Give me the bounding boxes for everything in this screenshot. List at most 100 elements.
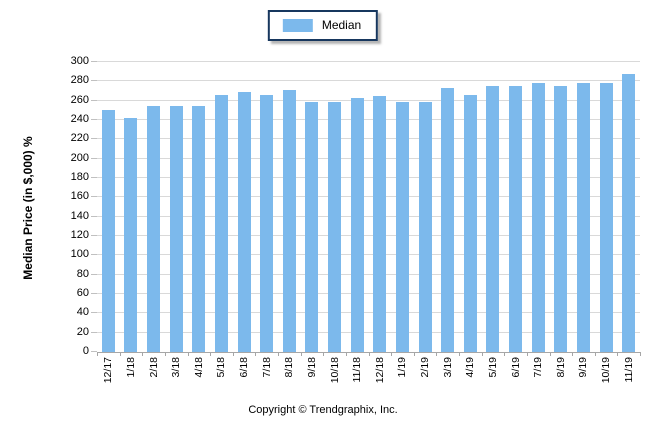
x-tick-mark: [345, 352, 347, 356]
gridline: [97, 293, 640, 294]
gridline: [97, 196, 640, 198]
x-tick-mark: [164, 352, 166, 356]
bar: [192, 105, 206, 352]
x-axis-label: 5/19: [486, 357, 499, 378]
y-tick-mark: [91, 99, 97, 101]
y-tick-mark: [91, 331, 97, 333]
y-tick-mark: [91, 273, 97, 275]
y-tick-mark: [91, 351, 97, 352]
x-tick-mark: [278, 352, 279, 356]
y-tick-label: 220: [70, 132, 89, 145]
x-tick-mark: [617, 352, 619, 356]
x-axis-label: 12/18: [373, 357, 386, 384]
y-tick-mark: [91, 196, 97, 198]
x-tick-mark: [594, 352, 596, 356]
x-axis-label: 3/18: [170, 357, 183, 378]
gridline: [97, 177, 640, 178]
x-axis-label: 6/18: [238, 357, 251, 378]
copyright-text: Copyright © Trendgraphix, Inc.: [248, 404, 398, 416]
x-axis-label: 1/19: [396, 357, 409, 378]
y-tick-label: 240: [70, 113, 89, 125]
x-tick-mark: [300, 352, 302, 356]
x-axis-label: 9/18: [305, 357, 318, 378]
gridline: [97, 215, 640, 217]
bar: [169, 105, 183, 352]
bar: [441, 88, 455, 352]
y-tick-mark: [91, 312, 97, 314]
x-tick-mark: [210, 352, 212, 356]
bar: [101, 110, 115, 352]
x-tick-mark: [640, 352, 641, 356]
x-tick-mark: [323, 352, 325, 356]
x-axis-label: 2/19: [419, 357, 432, 378]
y-axis-tick-labels: 0 20 40 60 80 100 120 140 160 180 200 220 240 260 280 3…: [40, 55, 89, 357]
gridline: [97, 254, 640, 256]
y-axis-title: Median Price (in $,000) %: [21, 136, 35, 280]
x-axis-label: 11/18: [351, 357, 364, 383]
legend-label: Median: [321, 18, 362, 32]
x-axis-label: 3/19: [441, 357, 454, 378]
y-tick-mark: [91, 61, 97, 62]
gridline: [97, 80, 640, 82]
bar: [395, 101, 409, 352]
bar: [147, 105, 161, 352]
y-tick-label: 200: [70, 151, 89, 164]
bar: [282, 90, 296, 352]
bar: [576, 83, 590, 352]
bar: [463, 94, 477, 352]
x-tick-mark: [436, 352, 438, 356]
x-tick-mark: [255, 352, 257, 356]
x-tick-mark: [119, 352, 121, 356]
x-axis-label: 10/19: [600, 357, 613, 384]
x-axis-label: 2/18: [147, 357, 160, 378]
gridline: [97, 331, 640, 333]
gridline: [97, 312, 640, 314]
gridline: [97, 138, 640, 140]
y-tick-label: 100: [70, 248, 89, 261]
x-axis-label: 1/18: [124, 357, 137, 378]
x-tick-mark: [368, 352, 370, 356]
plot-area: [91, 61, 641, 356]
gridline: [97, 273, 640, 275]
y-tick-label: 280: [70, 74, 89, 87]
x-tick-mark: [413, 352, 415, 356]
x-axis-label: 7/18: [260, 357, 273, 378]
x-tick-mark: [187, 352, 189, 356]
x-tick-mark: [391, 352, 393, 356]
bar: [237, 91, 251, 352]
y-tick-mark: [91, 177, 97, 178]
bar: [214, 94, 228, 352]
y-tick-label: 140: [70, 209, 89, 222]
x-axis-label: 5/18: [215, 357, 228, 378]
y-tick-label: 40: [76, 306, 89, 319]
bar: [124, 118, 138, 352]
x-tick-mark: [232, 352, 234, 356]
y-tick-mark: [91, 254, 97, 256]
y-tick-label: 80: [76, 267, 89, 280]
x-axis-label: 6/19: [509, 357, 522, 378]
gridline: [97, 157, 640, 159]
y-tick-label: 180: [70, 171, 89, 183]
y-tick-label: 60: [76, 287, 89, 299]
bar: [350, 97, 364, 352]
bar: [599, 83, 613, 352]
x-axis-label: 11/19: [622, 357, 635, 383]
y-tick-mark: [91, 235, 97, 236]
bar: [305, 101, 319, 352]
y-tick-mark: [91, 157, 97, 159]
y-tick-label: 160: [70, 190, 89, 203]
x-tick-mark: [549, 352, 551, 356]
x-axis-label: 10/18: [328, 357, 341, 384]
x-axis-label: 8/18: [283, 357, 296, 378]
y-tick-mark: [91, 119, 97, 120]
y-tick-label: 260: [70, 93, 89, 106]
bar: [622, 73, 636, 352]
gridline: [97, 235, 640, 236]
gridline: [97, 119, 640, 120]
x-axis-labels: 12/17 1/18 2/18 3/18 4/18 5/18 6/18 7/18 8/18 9/1…: [97, 357, 640, 402]
x-axis-label: 8/19: [554, 357, 567, 378]
y-tick-label: 20: [76, 325, 89, 338]
y-tick-mark: [91, 215, 97, 217]
y-tick-mark: [91, 138, 97, 140]
y-tick-mark: [91, 293, 97, 294]
